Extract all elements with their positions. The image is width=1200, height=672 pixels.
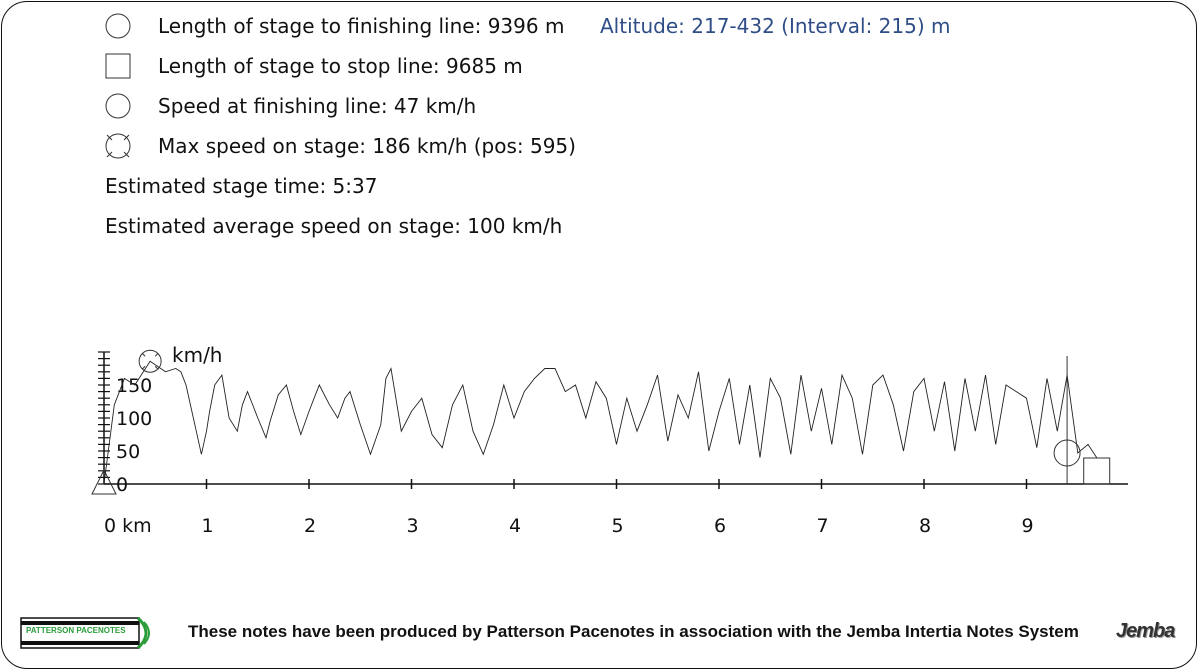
chart-marks <box>91 349 1111 495</box>
logo-text: PATTERSON PACENOTES <box>26 626 126 635</box>
x-tick-label: 4 <box>509 515 521 537</box>
estimated-average-speed: Estimated average speed on stage: 100 km… <box>105 214 563 238</box>
estimated-stage-time: Estimated stage time: 5:37 <box>105 174 378 198</box>
altitude-info: Altitude: 217-432 (Interval: 215) m <box>600 14 951 38</box>
circle-icon <box>105 13 131 39</box>
jemba-logo: Jemba <box>1116 620 1175 642</box>
square-icon <box>105 53 131 79</box>
finish-speed-marker <box>1053 439 1081 467</box>
legend-row-max-speed: Max speed on stage: 186 km/h (pos: 595) <box>104 133 576 159</box>
chart-axes: 0 50 100 150 0 km 1 2 3 4 5 6 7 8 9 <box>98 351 1128 537</box>
start-marker <box>91 468 117 495</box>
x-tick-label: 8 <box>919 515 931 537</box>
x-tick-label: 9 <box>1022 515 1034 537</box>
y-tick-label: 100 <box>116 408 152 430</box>
legend-label-max-speed: Max speed on stage: 186 km/h (pos: 595) <box>158 134 576 158</box>
legend-row-finish-length: Length of stage to finishing line: 9396 … <box>104 13 564 39</box>
patterson-pacenotes-logo: PATTERSON PACENOTES <box>20 616 150 650</box>
legend-row-finish-speed: Speed at finishing line: 47 km/h <box>104 93 476 119</box>
x-tick-label: 3 <box>407 515 419 537</box>
circle-icon <box>105 93 131 119</box>
legend-row-stop-length: Length of stage to stop line: 9685 m <box>104 53 523 79</box>
x-tick-label: 1 <box>202 515 214 537</box>
y-axis-unit-label: km/h <box>172 343 222 367</box>
x-tick-label: 2 <box>304 515 316 537</box>
x-tick-label: 7 <box>817 515 829 537</box>
max-speed-marker-tick <box>141 352 146 357</box>
footer-credit: These notes have been produced by Patter… <box>188 622 1079 641</box>
speed-profile-chart: 0 50 100 150 0 km 1 2 3 4 5 6 7 8 9 km/h <box>91 343 1128 537</box>
legend-label-stop-length: Length of stage to stop line: 9685 m <box>158 54 523 78</box>
stop-line-marker <box>1083 457 1111 485</box>
x-tick-label: 0 km <box>104 515 152 537</box>
crossed-circle-icon <box>105 133 131 159</box>
legend-label-finish-length: Length of stage to finishing line: 9396 … <box>158 14 565 38</box>
x-tick-label: 6 <box>714 515 726 537</box>
max-speed-marker-tick <box>154 365 159 370</box>
speed-series-line <box>103 360 1098 485</box>
legend-label-finish-speed: Speed at finishing line: 47 km/h <box>158 94 477 118</box>
y-tick-label: 150 <box>116 375 152 397</box>
max-speed-marker <box>138 349 162 373</box>
max-speed-marker-tick <box>141 365 146 370</box>
max-speed-marker-tick <box>154 352 159 357</box>
y-tick-label: 0 <box>116 474 128 496</box>
x-tick-label: 5 <box>612 515 624 537</box>
y-tick-label: 50 <box>116 441 140 463</box>
